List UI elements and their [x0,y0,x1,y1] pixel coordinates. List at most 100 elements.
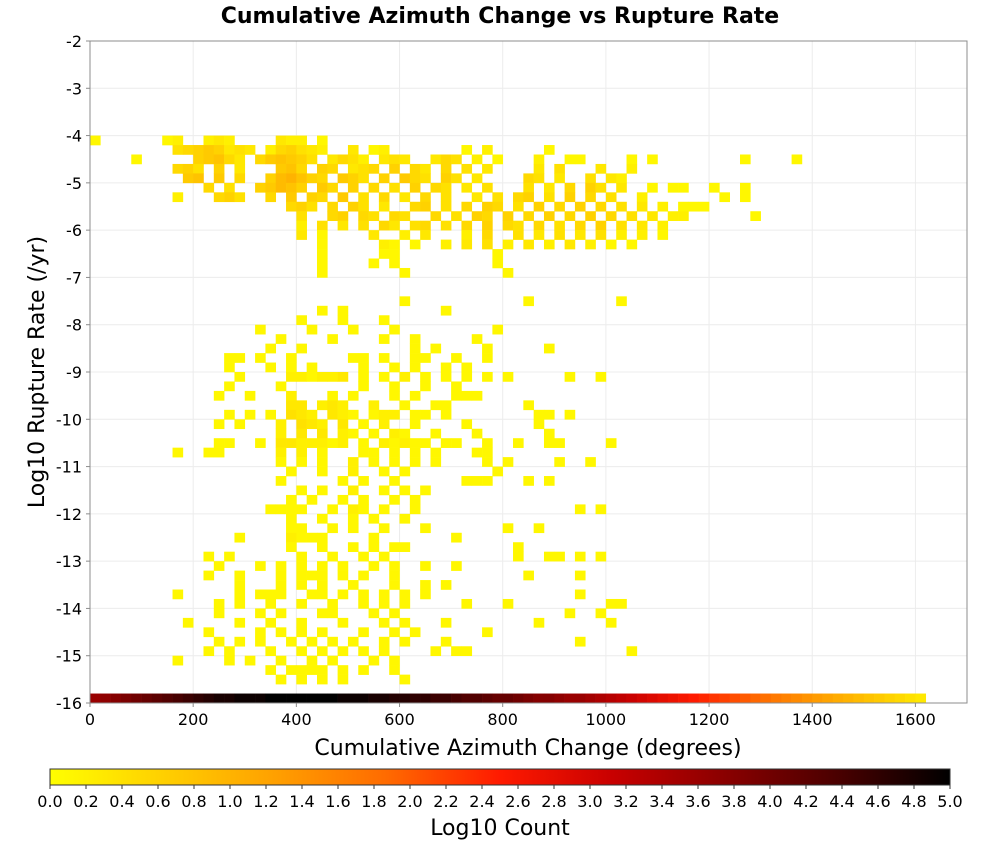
heatmap-cell [265,617,277,628]
heatmap-cell [409,353,421,363]
heatmap-cell [409,163,421,174]
heatmap-cell [296,438,307,448]
heatmap-cell [306,372,318,382]
heatmap-cell [482,145,493,155]
heatmap-cell [585,192,596,203]
y-tick-label: -9 [66,363,82,382]
heatmap-cell [492,258,504,269]
heatmap-cell [316,258,328,269]
heatmap-cell [482,343,493,354]
heatmap-cell [461,598,473,609]
heatmap-cell [378,239,390,250]
heatmap-cell [286,154,297,165]
heatmap-cell [337,419,349,430]
heatmap-cell [234,532,246,543]
heatmap-cell [420,485,431,496]
heatmap-cell [482,372,493,382]
heatmap-cell [574,201,586,212]
heatmap-cell [234,419,246,430]
heatmap-cell [244,409,256,420]
heatmap-bottom-cell [574,693,586,704]
heatmap-cell [368,428,380,439]
heatmap-cell [420,561,431,571]
heatmap-cell [337,428,349,439]
heatmap-cell [482,438,493,448]
heatmap-cell [647,211,658,221]
heatmap-cell [389,561,400,571]
heatmap-cell [399,589,411,600]
colorbar-tick-label: 0.4 [109,792,134,811]
heatmap-cell [265,504,277,515]
heatmap-cell [286,665,297,675]
heatmap-cell [378,201,390,212]
heatmap-cell [316,580,328,590]
heatmap-bottom-cell [543,693,555,704]
heatmap-cell [605,438,617,448]
heatmap-cell [502,220,514,231]
heatmap-cell [482,211,493,221]
heatmap-cell [358,447,369,458]
heatmap-cell [440,362,452,373]
heatmap-cell [368,211,380,221]
heatmap-cell [502,598,514,609]
heatmap-cell [337,220,349,231]
heatmap-cell [389,220,400,231]
heatmap-cell [316,608,328,619]
heatmap-cell [492,466,504,477]
heatmap-cell [595,608,607,619]
colorbar-tick-label: 4.8 [901,792,926,811]
heatmap-cell [440,305,452,316]
heatmap-cell [461,390,473,401]
heatmap-cell [234,589,246,600]
heatmap-cell [543,145,555,155]
heatmap-cell [574,551,586,562]
heatmap-cell [451,211,462,221]
heatmap-cell [574,154,586,165]
heatmap-cell [440,173,452,184]
heatmap-cell [399,438,411,448]
heatmap-cell [347,353,359,363]
heatmap-cell [430,447,442,458]
heatmap-bottom-cell [100,693,111,704]
heatmap-cell [389,381,400,392]
heatmap-cell [554,551,565,562]
heatmap-cell [440,636,452,647]
heatmap-cell [564,239,576,250]
heatmap-cell [316,532,328,543]
x-tick-label: 1000 [586,710,627,729]
heatmap-bottom-cell [131,693,142,704]
heatmap-cell [409,362,421,373]
heatmap-cell [482,353,493,363]
heatmap-cell [399,636,411,647]
heatmap-cell [389,627,400,638]
heatmap-cell [224,145,235,155]
heatmap-cell [286,173,297,184]
heatmap-cell [482,220,493,231]
heatmap-cell [275,381,287,392]
heatmap-cell [451,438,462,448]
heatmap-cell [399,296,411,307]
heatmap-cell [193,154,204,165]
heatmap-cell [595,182,607,193]
heatmap-cell [316,220,328,231]
heatmap-cell [482,447,493,458]
heatmap-cell [306,570,318,581]
heatmap-cell [533,409,545,420]
heatmap-cell [275,580,287,590]
heatmap-cell [492,201,504,212]
heatmap-cell [306,589,318,600]
heatmap-cell [316,173,328,184]
heatmap-cell [213,419,225,430]
heatmap-cell [368,258,380,269]
heatmap-bottom-cell [482,693,493,704]
x-tick-label: 200 [178,710,209,729]
heatmap-cell [740,182,751,193]
heatmap-cell [574,570,586,581]
heatmap-bottom-cell [203,693,215,704]
heatmap-cell [358,220,369,231]
heatmap-bottom-cell [698,693,710,704]
heatmap-cell [409,334,421,344]
heatmap-cell [172,447,184,458]
heatmap-cell [213,447,225,458]
heatmap-cell [337,173,349,184]
